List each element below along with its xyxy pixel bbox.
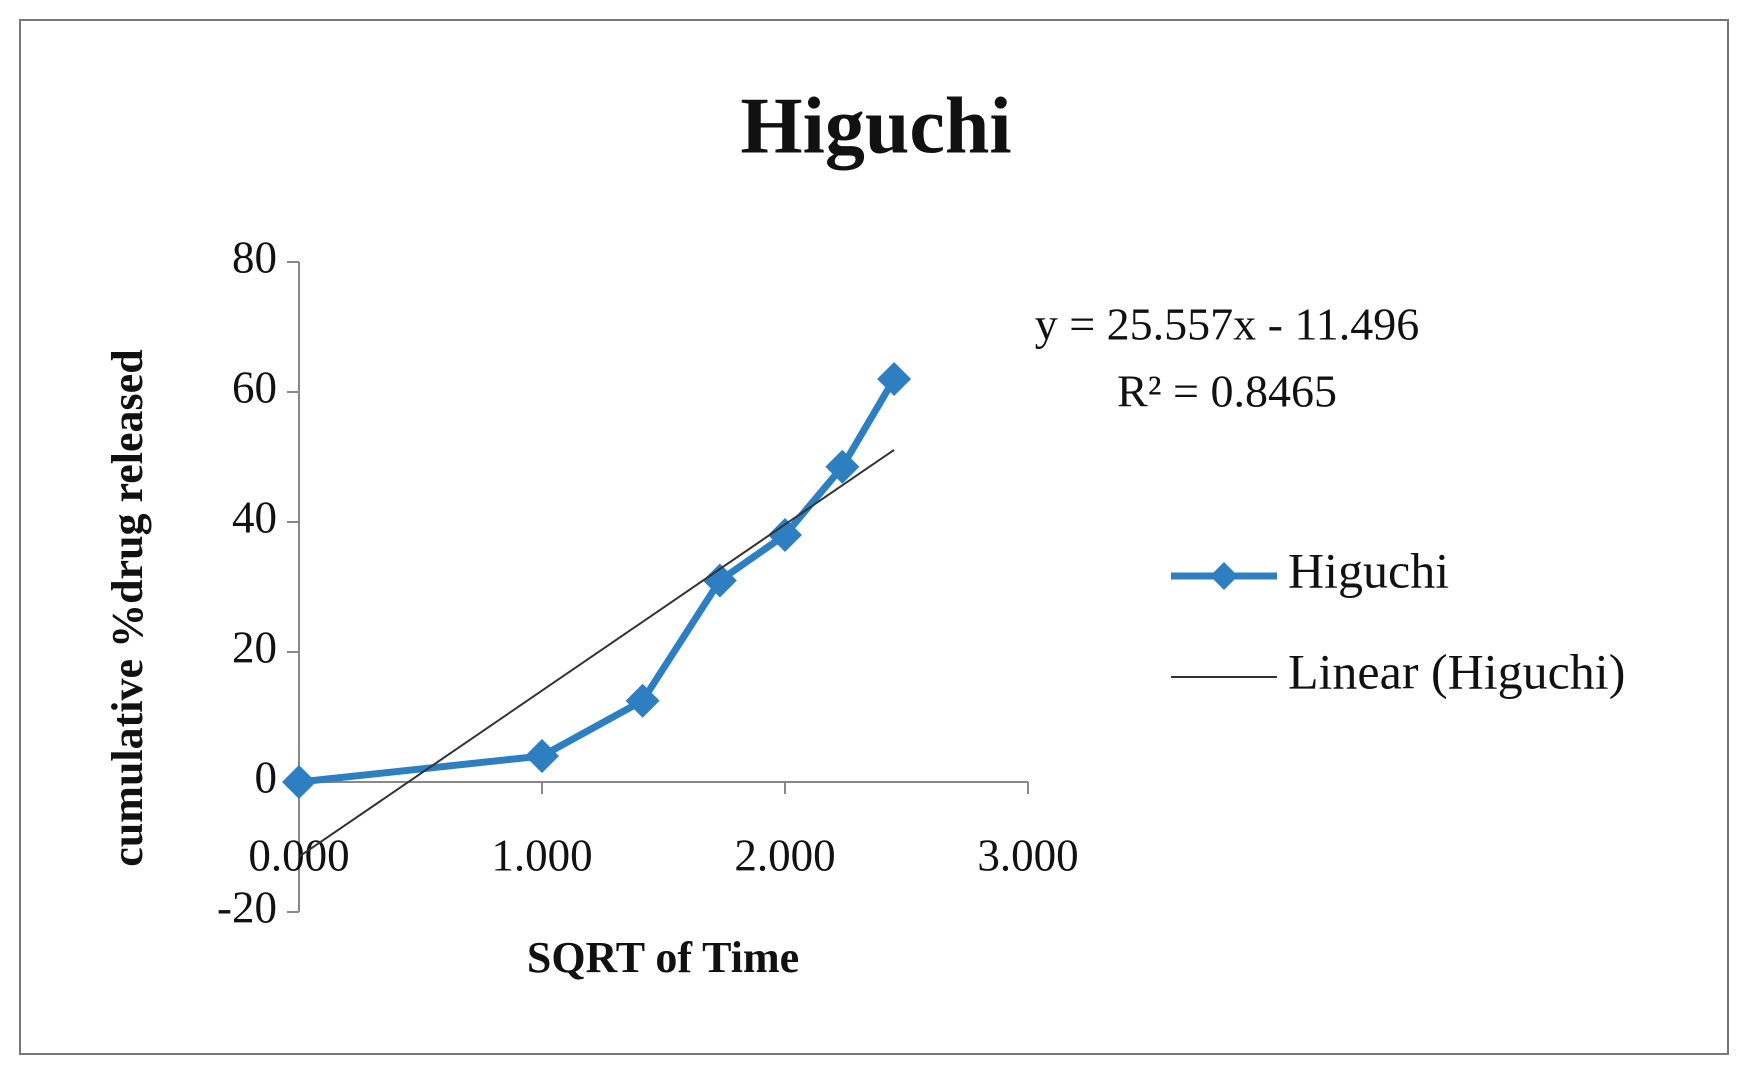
data-point [525,739,559,773]
trend-equation: y = 25.557x - 11.496 [1035,299,1420,350]
y-tick-label: 60 [232,362,277,412]
y-tick-label: -20 [217,882,277,932]
y-tick-label: 40 [232,492,277,542]
data-point [282,765,316,799]
data-point [768,518,802,552]
y-axis-label: cumulative %drug released [103,349,152,866]
x-tick-label: 3.000 [977,830,1078,880]
y-tick-label: 80 [232,232,277,282]
chart-title: Higuchi [740,82,1011,170]
y-tick-label: 0 [255,752,278,802]
data-point [702,563,737,598]
legend-label: Higuchi [1288,542,1449,598]
y-tick-label: 20 [232,622,277,672]
x-axis-label: SQRT of Time [527,933,799,982]
data-point [877,362,912,396]
legend-marker [1210,562,1238,590]
x-tick-label: 0.000 [248,830,349,880]
data-point [825,449,860,484]
data-point [625,683,660,718]
x-tick-label: 1.000 [491,830,592,880]
trend-line [298,449,895,858]
legend-label: Linear (Higuchi) [1288,643,1625,699]
chart-border [19,19,1729,1055]
r-squared: R² = 0.8465 [1117,366,1337,417]
x-tick-label: 2.000 [734,830,835,880]
